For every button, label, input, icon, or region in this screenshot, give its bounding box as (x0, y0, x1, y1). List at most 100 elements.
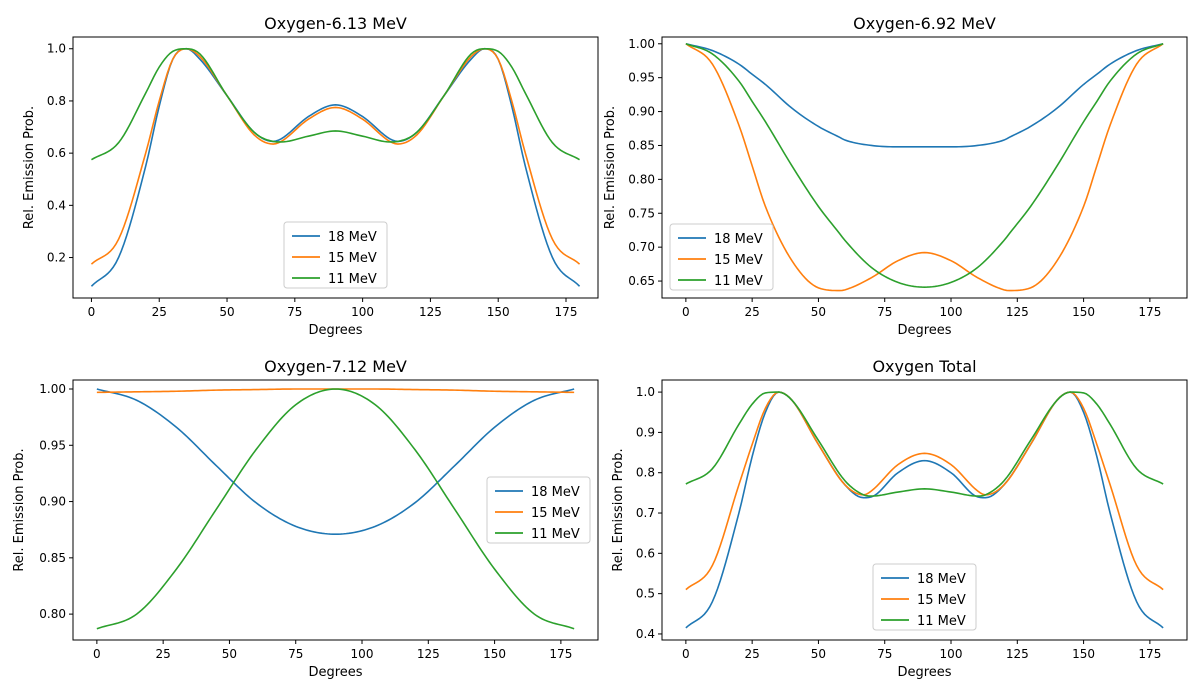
legend-label: 11 MeV (328, 272, 377, 287)
series-line-11-mev (685, 43, 1164, 288)
series-line-18-mev (685, 43, 1164, 148)
x-axis-label: Degrees (308, 665, 362, 680)
legend-label: 11 MeV (531, 527, 580, 542)
x-tick-label: 100 (940, 647, 963, 661)
x-tick-label: 50 (811, 305, 826, 319)
y-tick-label: 0.4 (47, 198, 66, 212)
series-line-11-mev (91, 47, 580, 161)
y-tick-label: 0.95 (628, 71, 655, 85)
x-tick-label: 75 (287, 305, 302, 319)
y-tick-label: 0.8 (636, 466, 655, 480)
y-axis-label: Rel. Emission Prob. (22, 106, 37, 229)
x-tick-label: 150 (1072, 305, 1095, 319)
legend-label: 18 MeV (531, 485, 580, 500)
x-tick-label: 0 (93, 647, 101, 661)
legend-box (872, 563, 977, 631)
y-tick-label: 0.75 (628, 206, 655, 220)
x-tick-label: 175 (555, 305, 578, 319)
axes-frame (661, 36, 1188, 299)
y-tick-label: 0.6 (47, 146, 66, 160)
legend: 18 MeV 15 MeV 11 MeV (486, 476, 591, 544)
x-tick-label: 125 (417, 647, 440, 661)
y-tick-label: 0.90 (628, 105, 655, 119)
x-tick-label: 0 (88, 305, 96, 319)
x-tick-label: 50 (222, 647, 237, 661)
y-tick-label: 0.70 (628, 240, 655, 254)
x-tick-label: 75 (288, 647, 303, 661)
series-line-11-mev (685, 391, 1164, 497)
x-tick-label: 150 (1072, 647, 1095, 661)
x-tick-label: 50 (219, 305, 234, 319)
legend: 18 MeV 15 MeV 11 MeV (872, 563, 977, 631)
axes-frame (72, 379, 599, 641)
x-tick-label: 25 (152, 305, 167, 319)
chart-title: Oxygen-6.92 MeV (853, 14, 996, 33)
y-tick-label: 1.0 (636, 385, 655, 399)
x-tick-label: 175 (549, 647, 572, 661)
legend-box (283, 221, 388, 289)
y-tick-label: 0.80 (39, 607, 66, 621)
y-tick-label: 0.7 (636, 506, 655, 520)
legend-label: 18 MeV (917, 572, 966, 587)
subplot-3: 0 25 50 75 100 125 150 175 0.80 0.85 0.90 0.95 1.00 O… (12, 357, 599, 680)
legend-label: 18 MeV (328, 230, 377, 245)
x-tick-label: 150 (487, 305, 510, 319)
y-axis-label: Rel. Emission Prob. (611, 448, 626, 571)
x-axis-label: Degrees (308, 323, 362, 338)
x-tick-label: 175 (1138, 647, 1161, 661)
subplot-1: 0 25 50 75 100 125 150 175 0.2 0.4 0.6 0.8 1.0 Oxygen… (22, 14, 599, 338)
legend-label: 15 MeV (917, 593, 966, 608)
x-tick-label: 25 (745, 647, 760, 661)
x-tick-label: 125 (1006, 305, 1029, 319)
axes-frame (72, 36, 599, 299)
legend: 18 MeV 15 MeV 11 MeV (283, 221, 388, 289)
legend-box (669, 223, 774, 291)
x-tick-label: 100 (351, 647, 374, 661)
x-tick-label: 50 (811, 647, 826, 661)
x-tick-label: 0 (682, 305, 690, 319)
x-tick-label: 25 (745, 305, 760, 319)
chart-title: Oxygen-7.12 MeV (264, 357, 407, 376)
subplot-4: 0 25 50 75 100 125 150 175 0.4 0.5 0.6 0.7 0.8 0.9 1.0… (611, 357, 1188, 680)
legend-box (486, 476, 591, 544)
x-tick-label: 100 (940, 305, 963, 319)
x-tick-label: 150 (483, 647, 506, 661)
chart-title: Oxygen-6.13 MeV (264, 14, 407, 33)
axes-frame (661, 379, 1188, 641)
x-tick-label: 0 (682, 647, 690, 661)
y-tick-label: 0.5 (636, 587, 655, 601)
y-tick-label: 0.85 (39, 551, 66, 565)
y-tick-label: 1.00 (628, 37, 655, 51)
legend-label: 15 MeV (531, 506, 580, 521)
subplot-2: 0 25 50 75 100 125 150 175 0.65 0.70 0.75 0.80 0.85 0… (603, 14, 1188, 338)
y-axis-label: Rel. Emission Prob. (12, 448, 27, 571)
y-tick-label: 1.0 (47, 42, 66, 56)
series-line-18-mev (685, 391, 1164, 629)
x-tick-label: 125 (1006, 647, 1029, 661)
y-tick-label: 1.00 (39, 382, 66, 396)
y-tick-label: 0.2 (47, 251, 66, 265)
y-tick-label: 0.65 (628, 274, 655, 288)
legend-label: 15 MeV (328, 251, 377, 266)
series-line-15-mev (685, 391, 1164, 591)
y-tick-label: 0.9 (636, 425, 655, 439)
series-line-11-mev (96, 388, 575, 630)
series-line-15-mev (685, 43, 1164, 292)
x-tick-label: 125 (419, 305, 442, 319)
chart-title: Oxygen Total (872, 357, 976, 376)
y-tick-label: 0.95 (39, 438, 66, 452)
series-line-18-mev (96, 388, 575, 536)
series-line-15-mev (90, 47, 581, 265)
legend: 18 MeV 15 MeV 11 MeV (669, 223, 774, 291)
y-tick-label: 0.8 (47, 94, 66, 108)
y-tick-label: 0.4 (636, 627, 655, 641)
y-tick-label: 0.85 (628, 138, 655, 152)
x-tick-label: 175 (1138, 305, 1161, 319)
x-axis-label: Degrees (897, 665, 951, 680)
y-tick-label: 0.6 (636, 546, 655, 560)
x-axis-label: Degrees (897, 323, 951, 338)
y-axis-label: Rel. Emission Prob. (603, 106, 618, 229)
legend-label: 11 MeV (917, 614, 966, 629)
x-tick-label: 25 (156, 647, 171, 661)
x-tick-label: 75 (877, 305, 892, 319)
